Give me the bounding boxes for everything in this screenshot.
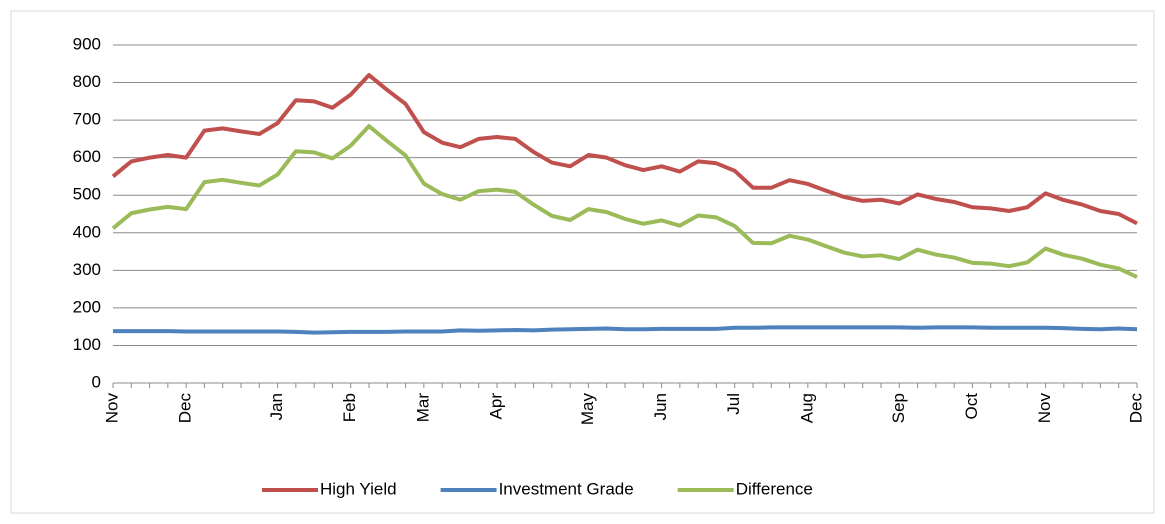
x-tick-label: May <box>578 393 597 426</box>
x-tick-label: Mar <box>413 393 432 423</box>
legend-label: Difference <box>736 479 813 498</box>
x-tick-label: Feb <box>340 393 359 422</box>
x-tick-label: Sep <box>889 393 908 423</box>
series-line <box>111 73 1138 226</box>
y-tick-label: 900 <box>73 34 101 53</box>
x-tick-label: Nov <box>102 393 121 424</box>
y-tick-label: 300 <box>73 260 101 279</box>
x-tick-label: Jan <box>267 393 286 420</box>
x-tick-label: Jul <box>724 393 743 415</box>
x-tick-label: Jun <box>651 393 670 420</box>
legend: High Yield Investment Grade Difference <box>262 479 813 498</box>
y-tick-label: 800 <box>73 72 101 91</box>
x-tick-label: Apr <box>486 393 505 420</box>
x-tick-label: Aug <box>797 393 816 423</box>
y-tick-label: 200 <box>73 297 101 316</box>
y-tick-label: 600 <box>73 147 101 166</box>
y-tick-label: 0 <box>92 372 101 391</box>
x-tick-label: Oct <box>962 393 981 420</box>
series-line <box>113 325 1138 335</box>
y-tick-label: 100 <box>73 335 101 354</box>
legend-label: Investment Grade <box>499 479 634 498</box>
series-line <box>111 124 1138 279</box>
x-tick-label: Dec <box>176 393 195 424</box>
legend-label: High Yield <box>320 479 397 498</box>
y-tick-label: 400 <box>73 222 101 241</box>
x-tick-label: Nov <box>1035 393 1054 424</box>
y-tick-label: 500 <box>73 185 101 204</box>
y-tick-label: 700 <box>73 110 101 129</box>
x-tick-label: Dec <box>1126 393 1145 424</box>
